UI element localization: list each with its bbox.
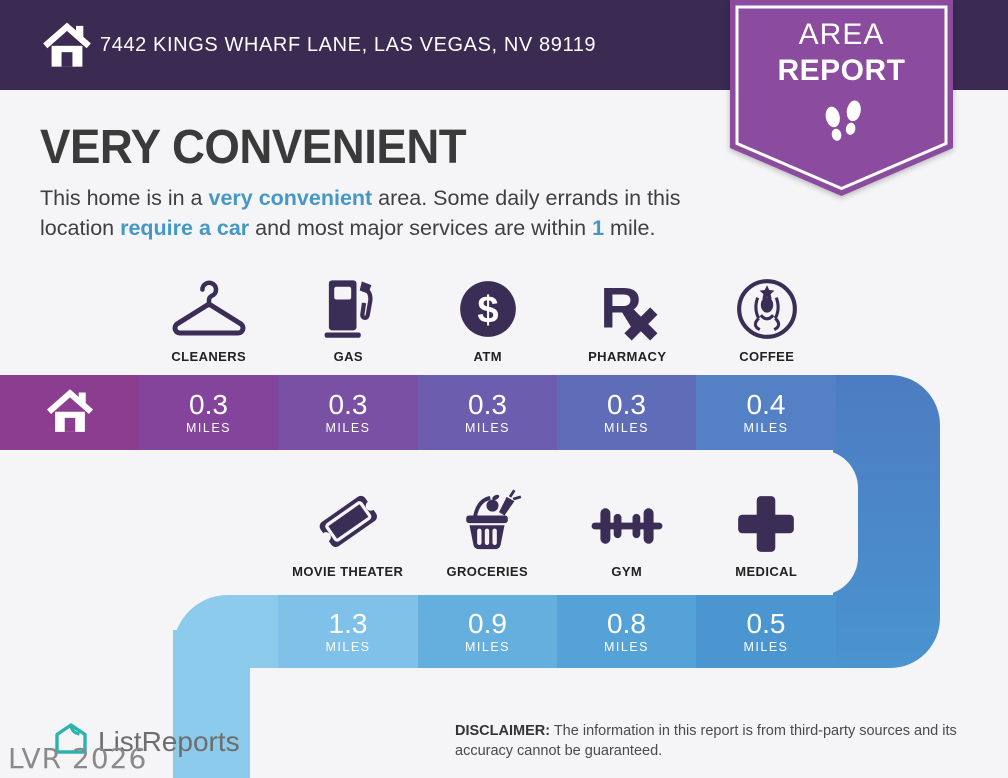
home-icon (38, 15, 96, 78)
listreports-wordmark: ListReports (98, 725, 240, 757)
subtitle-highlight: very convenient (208, 186, 373, 210)
distance-value: 0.3 (607, 389, 646, 420)
distance-segment: 0.8 MILES (557, 595, 696, 668)
grocery-basket-icon (452, 481, 522, 557)
subtitle-text: and most major services are within (249, 216, 593, 240)
subtitle-text: area. Some daily errands in this (372, 186, 681, 210)
distance-segment: 1.3 MILES (278, 595, 418, 668)
distance-value: 0.3 (189, 389, 228, 420)
property-address: 7442 KINGS WHARF LANE, LAS VEGAS, NV 891… (100, 33, 597, 56)
service-label: ATM (473, 349, 502, 364)
distance-value: 0.5 (746, 608, 786, 639)
movie-ticket-icon (308, 481, 388, 557)
distance-unit: MILES (603, 640, 649, 654)
subtitle-text: location (40, 216, 121, 240)
route-connector-left-cutout (250, 668, 335, 778)
distance-bar-1: 0.3 MILES 0.3 MILES 0.3 MILES 0.3 MILES … (0, 375, 836, 450)
footprints-icon (730, 96, 953, 153)
distance-unit: MILES (325, 640, 371, 654)
badge-line2: REPORT (777, 54, 906, 87)
watermark: LVR 2026 (8, 742, 148, 775)
subtitle-text: mile. (604, 216, 656, 240)
dollar-circle-icon: $ (455, 266, 521, 342)
listreports-logo-icon (54, 722, 88, 761)
page-subtitle: This home is in a very convenient area. … (40, 183, 681, 243)
distance-unit: MILES (603, 421, 649, 435)
gas-pump-icon (314, 266, 382, 342)
home-icon (42, 382, 98, 443)
area-report-badge: AREA REPORT (730, 0, 953, 200)
svg-text:$: $ (477, 288, 498, 331)
distance-unit: MILES (185, 421, 231, 435)
distance-unit: MILES (464, 421, 510, 435)
service-label: PHARMACY (588, 349, 667, 364)
listreports-brand: ListReports (54, 722, 240, 761)
distance-segment: 0.3 MILES (418, 375, 557, 450)
service-medical: MEDICAL (697, 481, 837, 579)
distance-segment: 0.3 MILES (557, 375, 696, 450)
subtitle-text: This home is in a (40, 186, 209, 210)
distance-segment: 0.3 MILES (139, 375, 278, 450)
rx-icon: R (594, 266, 660, 342)
disclaimer-text: The information in this report is from t… (455, 723, 957, 759)
distance-value: 0.9 (468, 608, 507, 639)
bar-home-segment (0, 375, 139, 450)
service-label: MEDICAL (735, 564, 798, 579)
services-row-2: MOVIE THEATER GROCERIES (278, 481, 836, 579)
service-coffee: COFFEE (697, 266, 837, 364)
starbucks-siren-icon (734, 266, 800, 342)
distance-segment: 0.9 MILES (418, 595, 557, 668)
subtitle-highlight: require a car (120, 216, 250, 240)
distance-value: 0.8 (607, 608, 646, 639)
services-row-1: CLEANERS GAS $ ATM (139, 266, 837, 364)
distance-unit: MILES (743, 640, 789, 654)
distance-unit: MILES (464, 640, 510, 654)
service-label: GAS (333, 349, 363, 364)
distance-segment: 0.3 MILES (278, 375, 418, 450)
hanger-icon (168, 266, 250, 342)
distance-unit: MILES (743, 421, 789, 435)
service-label: MOVIE THEATER (292, 564, 404, 579)
service-gas: GAS (279, 266, 419, 364)
service-movie-theater: MOVIE THEATER (278, 481, 418, 579)
service-atm: $ ATM (418, 266, 558, 364)
disclaimer-label: DISCLAIMER: (455, 723, 551, 739)
distance-value: 0.4 (746, 389, 786, 420)
distance-segment: 0.5 MILES (696, 595, 836, 668)
service-label: COFFEE (739, 349, 795, 364)
distance-value: 1.3 (328, 608, 368, 639)
service-label: GYM (611, 564, 643, 579)
distance-unit: MILES (325, 421, 371, 435)
dumbbell-icon (587, 481, 667, 557)
subtitle-highlight: 1 (592, 216, 605, 240)
service-gym: GYM (557, 481, 697, 579)
service-label: CLEANERS (171, 349, 247, 364)
route-connector-left-vertical (173, 630, 250, 778)
service-label: GROCERIES (446, 564, 529, 579)
service-cleaners: CLEANERS (139, 266, 279, 364)
distance-value: 0.3 (328, 389, 368, 420)
page-title: VERY CONVENIENT (40, 121, 467, 174)
distance-value: 0.3 (468, 389, 507, 420)
badge-line1: AREA (798, 18, 885, 51)
medical-cross-icon (733, 481, 799, 557)
disclaimer: DISCLAIMER: The information in this repo… (455, 721, 995, 761)
distance-bar-2: 1.3 MILES 0.9 MILES 0.8 MILES 0.5 MILES (278, 595, 836, 668)
service-pharmacy: R PHARMACY (558, 266, 698, 364)
service-groceries: GROCERIES (418, 481, 558, 579)
distance-segment: 0.4 MILES (696, 375, 836, 450)
